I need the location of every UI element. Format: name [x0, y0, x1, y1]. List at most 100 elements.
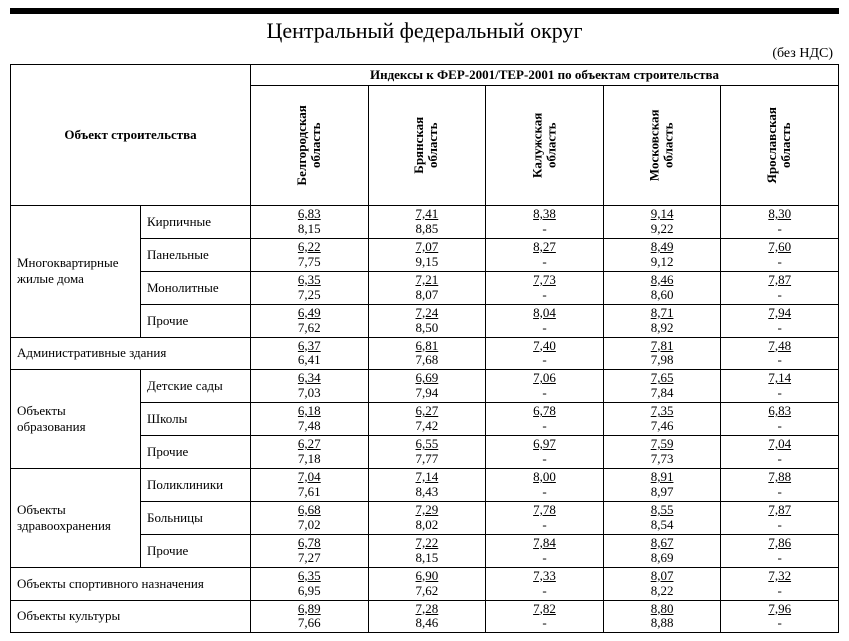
value-cell: 6,697,94	[368, 370, 486, 403]
value-bottom: 6,95	[255, 584, 364, 599]
value-top: 6,68	[255, 503, 364, 518]
value-cell: 8,00-	[486, 469, 604, 502]
value-bottom: -	[490, 452, 599, 467]
value-cell: 6,897,66	[251, 600, 369, 633]
value-cell: 7,73-	[486, 271, 604, 304]
category-sub: Поликлиники	[141, 469, 251, 502]
value-top: 7,88	[725, 470, 834, 485]
value-top: 6,35	[255, 569, 364, 584]
value-cell: 7,148,43	[368, 469, 486, 502]
value-cell: 8,499,12	[603, 238, 721, 271]
value-bottom: 8,97	[608, 485, 717, 500]
value-bottom: 9,15	[373, 255, 482, 270]
value-top: 8,91	[608, 470, 717, 485]
col-indices: Индексы к ФЕР-2001/ТЕР-2001 по объектам …	[251, 65, 839, 86]
value-cell: 7,78-	[486, 501, 604, 534]
value-top: 8,27	[490, 240, 599, 255]
value-top: 6,89	[255, 602, 364, 617]
value-top: 7,65	[608, 371, 717, 386]
value-bottom: 7,61	[255, 485, 364, 500]
value-top: 7,96	[725, 602, 834, 617]
value-bottom: 8,60	[608, 288, 717, 303]
category-main: Объекты образования	[11, 370, 141, 469]
value-cell: 6,97-	[486, 436, 604, 469]
value-top: 7,28	[373, 602, 482, 617]
value-bottom: 7,03	[255, 386, 364, 401]
value-bottom: 7,98	[608, 353, 717, 368]
value-bottom: -	[490, 353, 599, 368]
value-top: 7,35	[608, 404, 717, 419]
value-cell: 7,60-	[721, 238, 839, 271]
value-bottom: 7,77	[373, 452, 482, 467]
value-top: 8,07	[608, 569, 717, 584]
value-bottom: 9,22	[608, 222, 717, 237]
value-bottom: 7,46	[608, 419, 717, 434]
value-bottom: 7,75	[255, 255, 364, 270]
value-top: 6,78	[255, 536, 364, 551]
value-cell: 7,96-	[721, 600, 839, 633]
value-top: 7,87	[725, 503, 834, 518]
value-bottom: -	[490, 419, 599, 434]
value-bottom: -	[490, 288, 599, 303]
category-sub: Больницы	[141, 501, 251, 534]
value-bottom: -	[725, 452, 834, 467]
value-cell: 6,557,77	[368, 436, 486, 469]
category-sub: Монолитные	[141, 271, 251, 304]
value-bottom: 8,85	[373, 222, 482, 237]
value-bottom: -	[490, 518, 599, 533]
value-bottom: 7,48	[255, 419, 364, 434]
value-cell: 6,376,41	[251, 337, 369, 370]
value-bottom: 8,07	[373, 288, 482, 303]
value-top: 8,67	[608, 536, 717, 551]
value-cell: 7,418,85	[368, 206, 486, 239]
category-sub: Школы	[141, 403, 251, 436]
value-cell: 8,27-	[486, 238, 604, 271]
value-bottom: 8,88	[608, 616, 717, 631]
col-object: Объект строительства	[11, 65, 251, 206]
table-row: Многоквартирные жилые домаКирпичные6,838…	[11, 206, 839, 239]
value-cell: 8,558,54	[603, 501, 721, 534]
value-cell: 7,079,15	[368, 238, 486, 271]
value-cell: 7,047,61	[251, 469, 369, 502]
value-cell: 6,187,48	[251, 403, 369, 436]
value-top: 7,84	[490, 536, 599, 551]
value-cell: 6,497,62	[251, 304, 369, 337]
value-bottom: 7,02	[255, 518, 364, 533]
value-top: 7,14	[725, 371, 834, 386]
col-indices-label: Индексы к ФЕР-2001/ТЕР-2001 по объектам …	[370, 67, 719, 82]
value-bottom: 7,73	[608, 452, 717, 467]
value-top: 7,14	[373, 470, 482, 485]
value-top: 7,73	[490, 273, 599, 288]
table-body: Многоквартирные жилые домаКирпичные6,838…	[11, 206, 839, 633]
value-top: 6,22	[255, 240, 364, 255]
value-cell: 7,228,15	[368, 534, 486, 567]
value-top: 8,71	[608, 306, 717, 321]
value-cell: 7,33-	[486, 567, 604, 600]
category-sub: Прочие	[141, 436, 251, 469]
category-main: Объекты здравоохранения	[11, 469, 141, 568]
value-cell: 7,218,07	[368, 271, 486, 304]
value-bottom: 7,25	[255, 288, 364, 303]
value-bottom: 8,69	[608, 551, 717, 566]
region-label: Калужскаяобласть	[530, 113, 559, 178]
category-sub: Кирпичные	[141, 206, 251, 239]
value-bottom: -	[490, 584, 599, 599]
value-top: 7,48	[725, 339, 834, 354]
value-top: 6,35	[255, 273, 364, 288]
value-top: 8,80	[608, 602, 717, 617]
category-sub: Детские сады	[141, 370, 251, 403]
value-bottom: -	[725, 584, 834, 599]
value-bottom: 7,66	[255, 616, 364, 631]
table-row: Объекты здравоохраненияПоликлиники7,047,…	[11, 469, 839, 502]
value-top: 8,46	[608, 273, 717, 288]
value-cell: 6,347,03	[251, 370, 369, 403]
value-top: 6,18	[255, 404, 364, 419]
value-bottom: 7,84	[608, 386, 717, 401]
value-bottom: 8,92	[608, 321, 717, 336]
value-top: 8,55	[608, 503, 717, 518]
value-cell: 7,06-	[486, 370, 604, 403]
value-bottom: -	[725, 321, 834, 336]
table-row: Объекты образованияДетские сады6,347,036…	[11, 370, 839, 403]
value-bottom: -	[490, 551, 599, 566]
value-cell: 6,838,15	[251, 206, 369, 239]
